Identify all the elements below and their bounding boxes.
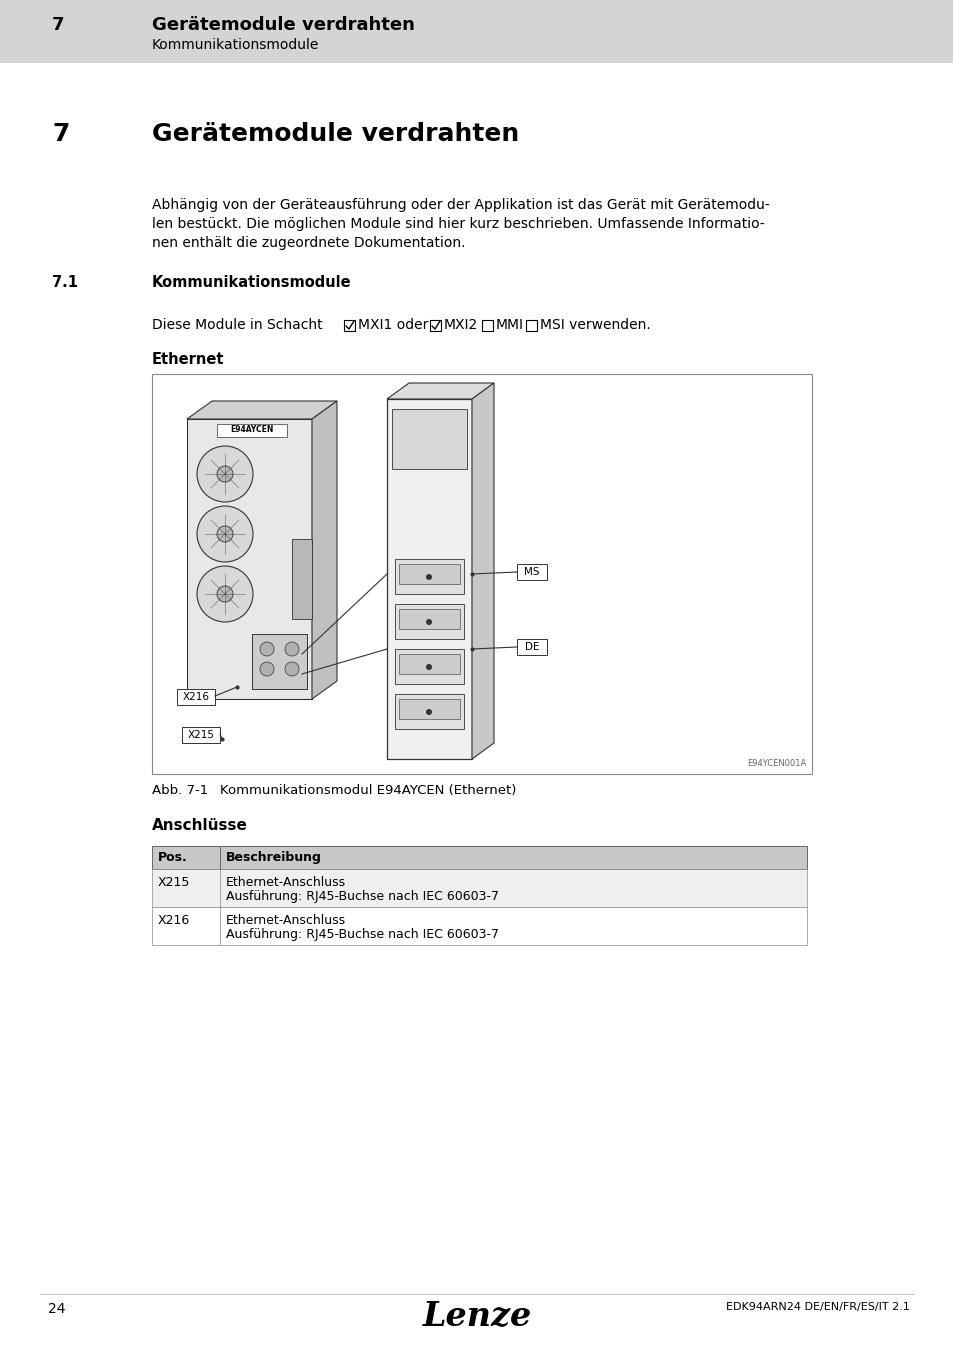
Bar [517, 564, 546, 580]
Text: X216: X216 [158, 914, 190, 927]
Bar [152, 869, 806, 907]
Bar [0, 108, 16, 161]
Bar [398, 609, 459, 629]
Bar [398, 699, 459, 720]
Text: MMI: MMI [496, 319, 523, 332]
Circle shape [260, 662, 274, 676]
Bar [387, 400, 472, 759]
Circle shape [196, 566, 253, 622]
Circle shape [196, 446, 253, 502]
Polygon shape [312, 401, 336, 699]
Text: Lenze: Lenze [422, 1300, 531, 1332]
Text: Anschlüsse: Anschlüsse [152, 818, 248, 833]
Text: MXI2: MXI2 [443, 319, 477, 332]
Circle shape [285, 643, 298, 656]
Text: Diese Module in Schacht: Diese Module in Schacht [152, 319, 331, 332]
Circle shape [216, 586, 233, 602]
Bar [481, 320, 493, 331]
Text: EDK94ARN24 DE/EN/FR/ES/IT 2.1: EDK94ARN24 DE/EN/FR/ES/IT 2.1 [725, 1301, 909, 1312]
Bar [395, 559, 463, 594]
Text: 7.1: 7.1 [52, 275, 78, 290]
Text: Beschreibung: Beschreibung [226, 850, 321, 864]
Circle shape [216, 466, 233, 482]
Text: X215: X215 [188, 730, 214, 740]
Bar [152, 907, 806, 945]
Bar [395, 649, 463, 684]
Text: Abhängig von der Geräteausführung oder der Applikation ist das Gerät mit Gerätem: Abhängig von der Geräteausführung oder d… [152, 198, 769, 212]
Bar [398, 564, 459, 585]
Text: MSI verwenden.: MSI verwenden. [539, 319, 650, 332]
Circle shape [216, 526, 233, 541]
Text: DE: DE [524, 643, 538, 652]
Text: X215: X215 [158, 876, 191, 890]
Text: Gerätemodule verdrahten: Gerätemodule verdrahten [152, 122, 518, 146]
Text: 7: 7 [52, 16, 65, 34]
Bar [392, 409, 467, 468]
Text: Ethernet: Ethernet [152, 352, 224, 367]
Text: 24: 24 [48, 1301, 66, 1316]
Bar [525, 320, 537, 331]
Polygon shape [472, 383, 494, 759]
Text: Ausführung: RJ45-Buchse nach IEC 60603-7: Ausführung: RJ45-Buchse nach IEC 60603-7 [226, 927, 498, 941]
Text: E94YCEN001A: E94YCEN001A [746, 759, 805, 768]
Circle shape [426, 620, 432, 625]
Bar [344, 320, 355, 331]
Bar [152, 374, 811, 774]
Circle shape [285, 662, 298, 676]
Text: Kommunikationsmodule: Kommunikationsmodule [152, 275, 352, 290]
Text: Pos.: Pos. [158, 850, 188, 864]
Circle shape [426, 574, 432, 580]
Text: MXI1 oder: MXI1 oder [357, 319, 428, 332]
Text: Abb. 7-1: Abb. 7-1 [152, 784, 208, 796]
Text: E94AYCEN: E94AYCEN [230, 425, 274, 435]
Polygon shape [387, 383, 494, 400]
Text: X216: X216 [182, 693, 210, 702]
Text: Kommunikationsmodul E94AYCEN (Ethernet): Kommunikationsmodul E94AYCEN (Ethernet) [220, 784, 516, 796]
Circle shape [426, 709, 432, 716]
Bar [187, 418, 312, 699]
Bar [395, 694, 463, 729]
Bar [398, 653, 459, 674]
Text: Ethernet-Anschluss: Ethernet-Anschluss [226, 876, 346, 890]
Text: MS: MS [524, 567, 539, 576]
Bar [430, 320, 440, 331]
Circle shape [260, 643, 274, 656]
Text: Ethernet-Anschluss: Ethernet-Anschluss [226, 914, 346, 927]
Polygon shape [292, 539, 312, 620]
Text: Kommunikationsmodule: Kommunikationsmodule [152, 38, 319, 53]
Bar [252, 634, 307, 688]
Bar [177, 688, 214, 705]
Text: Gerätemodule verdrahten: Gerätemodule verdrahten [152, 16, 415, 34]
Text: 7: 7 [52, 122, 70, 146]
Text: len bestückt. Die möglichen Module sind hier kurz beschrieben. Umfassende Inform: len bestückt. Die möglichen Module sind … [152, 217, 764, 231]
Bar [395, 603, 463, 639]
Bar [182, 728, 220, 743]
Bar [0, 0, 953, 62]
Text: Ausführung: RJ45-Buchse nach IEC 60603-7: Ausführung: RJ45-Buchse nach IEC 60603-7 [226, 890, 498, 903]
Bar [517, 639, 546, 655]
Bar [152, 846, 806, 869]
Circle shape [426, 664, 432, 670]
Text: nen enthält die zugeordnete Dokumentation.: nen enthält die zugeordnete Dokumentatio… [152, 236, 465, 250]
Polygon shape [187, 401, 336, 418]
Bar [216, 424, 287, 437]
Circle shape [196, 506, 253, 562]
